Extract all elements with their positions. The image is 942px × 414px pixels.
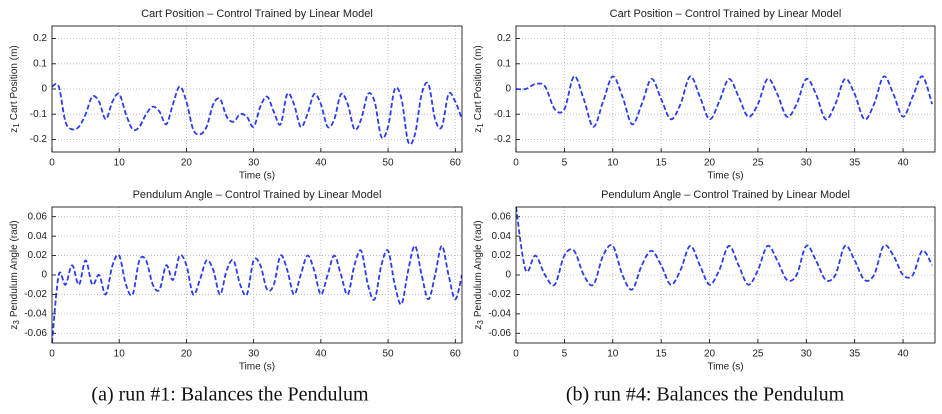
x-tick-label: 0 [49,349,55,360]
x-tick-label: 50 [383,158,395,169]
x-axis-label: Time (s) [239,362,275,373]
y-label-var: z [473,325,484,330]
plot-frame [515,25,936,153]
x-tick-label: 15 [656,349,668,360]
y-tick-label: 0.1 [497,58,511,69]
x-axis-label: Time (s) [707,171,743,182]
y-tick-label: 0.06 [28,211,48,222]
x-tick-label: 10 [114,158,126,169]
x-tick-label: 30 [248,349,260,360]
x-tick-label: 30 [248,158,260,169]
y-label-text: Cart Position (m) [473,45,484,120]
y-tick-label: 0.02 [492,250,512,261]
y-tick-label: 0 [505,84,511,95]
data-line [516,207,933,291]
y-tick-label: -0.2 [30,134,48,145]
y-label-var: z [9,128,20,133]
x-tick-label: 20 [704,349,716,360]
data-line [52,244,462,343]
x-tick-label: 35 [849,349,861,360]
x-axis-label: Time (s) [239,171,275,182]
plot-area [516,26,935,152]
x-tick-label: 5 [562,349,568,360]
y-label-var: z [473,128,484,133]
y-label-sub: 1 [476,123,485,128]
x-tick-label: 15 [656,158,668,169]
y-tick-label: 0.04 [492,231,512,242]
chart-title: Cart Position – Control Trained by Linea… [141,8,373,20]
chart-title: Pendulum Angle – Control Trained by Line… [133,189,382,201]
y-tick-label: -0.04 [488,308,511,319]
x-tick-label: 0 [49,158,55,169]
y-tick-label: -0.06 [488,328,511,339]
x-tick-label: 5 [562,158,568,169]
y-label-sub: 1 [12,123,21,128]
x-tick-label: 25 [752,158,764,169]
y-label-text: Pendulum Angle (rad) [473,220,484,317]
y-label-text: Cart Position (m) [9,45,20,120]
y-tick-label: 0 [505,270,511,281]
x-tick-label: 40 [898,158,910,169]
y-axis-label: z3 Pendulum Angle (rad) [473,220,485,329]
data-line [516,75,933,128]
y-tick-label: 0.2 [497,33,511,44]
x-tick-label: 30 [801,158,813,169]
y-label-sub: 3 [476,320,485,325]
y-tick-label: 0.06 [492,211,512,222]
x-tick-label: 30 [801,349,813,360]
x-tick-label: 0 [513,349,519,360]
y-tick-label: -0.2 [494,134,512,145]
x-tick-label: 10 [607,158,619,169]
x-axis-label: Time (s) [707,362,743,373]
x-tick-label: 20 [181,349,193,360]
y-tick-label: 0.2 [33,33,47,44]
x-tick-label: 40 [315,158,327,169]
chart-title: Cart Position – Control Trained by Linea… [610,8,842,20]
plot-frame [515,206,936,344]
y-tick-label: 0 [41,84,47,95]
caption: (b) run #4: Balances the Pendulum [566,384,845,406]
plot-area [516,207,935,343]
y-tick-label: -0.1 [494,109,512,120]
x-tick-label: 60 [450,158,462,169]
y-tick-label: -0.1 [30,109,48,120]
y-axis-label: z1 Cart Position (m) [9,45,21,132]
y-tick-label: -0.06 [24,328,47,339]
data-line [52,81,462,146]
plot-frame [51,206,463,344]
x-tick-label: 50 [383,349,395,360]
plot-frame [51,25,463,153]
y-tick-label: -0.02 [24,289,47,300]
y-label-text: Pendulum Angle (rad) [9,220,20,317]
y-axis-label: z1 Cart Position (m) [473,45,485,132]
y-tick-label: -0.02 [488,289,511,300]
x-tick-label: 40 [315,349,327,360]
y-label-sub: 3 [12,320,21,325]
x-tick-label: 10 [607,349,619,360]
x-tick-label: 20 [181,158,193,169]
x-tick-label: 20 [704,158,716,169]
y-axis-label: z3 Pendulum Angle (rad) [9,220,21,329]
x-tick-label: 40 [898,349,910,360]
x-tick-label: 35 [849,158,861,169]
x-tick-label: 60 [450,349,462,360]
caption: (a) run #1: Balances the Pendulum [91,384,369,406]
y-tick-label: 0.02 [28,250,48,261]
x-tick-label: 0 [513,158,519,169]
x-tick-label: 25 [752,349,764,360]
y-tick-label: 0.04 [28,231,48,242]
chart-title: Pendulum Angle – Control Trained by Line… [601,189,850,201]
y-label-var: z [9,325,20,330]
y-tick-label: 0.1 [33,58,47,69]
y-tick-label: 0 [41,270,47,281]
y-tick-label: -0.04 [24,308,47,319]
x-tick-label: 10 [114,349,126,360]
